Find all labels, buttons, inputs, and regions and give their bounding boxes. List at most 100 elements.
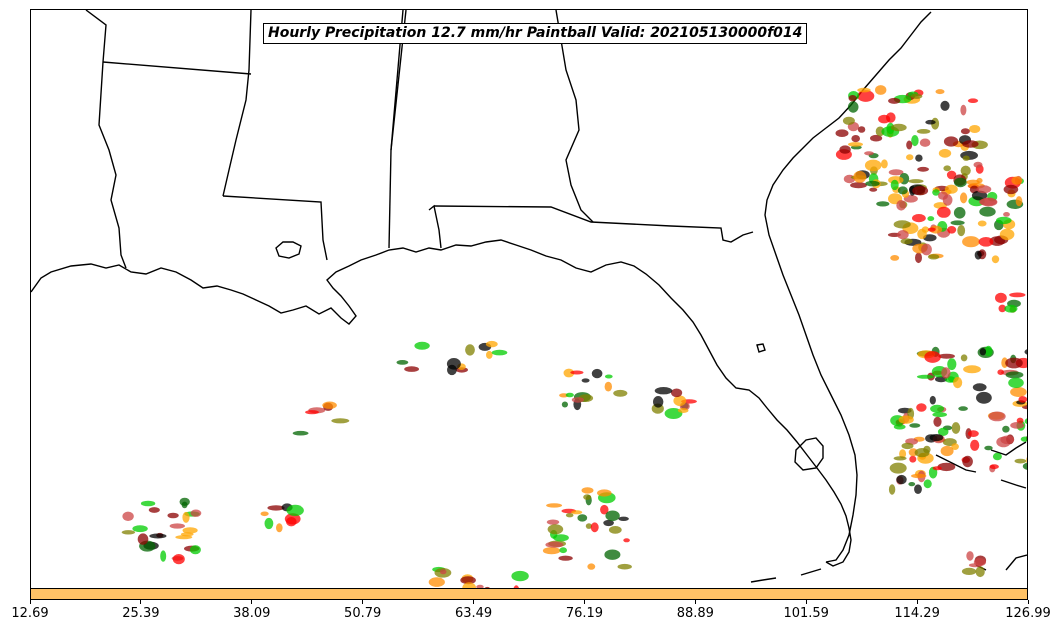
precip-paintball — [331, 418, 350, 424]
precip-paintball — [917, 166, 929, 172]
map-panel: Hourly Precipitation 12.7 mm/hr Paintbal… — [30, 9, 1028, 589]
precip-paintball — [940, 445, 954, 457]
precip-paintball — [491, 349, 508, 356]
precip-paintball — [974, 250, 982, 260]
precip-paintball — [654, 387, 673, 395]
precip-paintball — [1014, 458, 1027, 464]
precip-paintball — [966, 179, 980, 185]
precip-paintball — [908, 179, 924, 184]
precip-paintball — [929, 434, 944, 442]
precip-paintball — [869, 187, 878, 192]
precip-paintball — [839, 145, 851, 154]
precip-paintball — [623, 538, 630, 543]
precip-paintball — [906, 140, 913, 150]
precip-paintball — [864, 159, 882, 172]
state-border — [222, 10, 252, 197]
precip-paintball — [404, 366, 419, 372]
precip-paintball — [857, 87, 871, 93]
precip-paintball — [947, 358, 957, 371]
precip-paintball — [571, 510, 583, 515]
precip-paintball — [850, 182, 867, 189]
precip-paintball — [182, 511, 190, 523]
state-border — [388, 149, 392, 249]
precip-paintball — [553, 534, 569, 542]
precip-paintball — [962, 155, 970, 161]
precip-paintball — [930, 404, 945, 413]
precip-paintball — [1018, 396, 1027, 403]
precip-paintball — [909, 423, 921, 428]
precip-paintball — [896, 200, 907, 211]
island-coast — [935, 441, 1027, 571]
colorbar-tick-label: 101.59 — [783, 606, 829, 621]
colorbar-tick-label: 12.69 — [11, 606, 49, 621]
precip-paintball — [190, 509, 202, 517]
precip-paintball — [970, 439, 980, 451]
precip-paintball — [975, 566, 985, 578]
precip-paintball — [923, 234, 937, 242]
precip-paintball — [587, 563, 596, 570]
precip-paintball — [485, 340, 498, 348]
precip-paintball — [995, 292, 1007, 303]
precip-paintball — [864, 151, 874, 156]
precip-paintball — [916, 374, 934, 379]
precip-paintball — [865, 180, 880, 187]
precip-paintball — [484, 586, 491, 588]
precip-paintball — [848, 95, 857, 102]
precip-paintball — [160, 550, 167, 562]
precip-paintball — [940, 100, 950, 111]
precip-paintball — [968, 563, 982, 568]
precip-paintball — [476, 584, 484, 588]
precip-paintball — [938, 148, 952, 158]
precip-paintball — [960, 165, 971, 176]
precip-paintball — [581, 378, 590, 383]
state-border — [222, 195, 328, 261]
precip-paintball — [999, 228, 1015, 241]
precip-paintball — [989, 464, 999, 470]
precip-paintball — [951, 443, 959, 450]
precip-paintball — [906, 154, 914, 161]
precip-paintball — [972, 383, 987, 392]
precip-paintball — [604, 549, 621, 560]
precip-paintball — [322, 401, 337, 409]
precip-paintball — [976, 391, 992, 404]
precip-paintball — [547, 524, 564, 535]
precip-paintball — [935, 89, 945, 95]
precip-paintball — [460, 576, 476, 585]
colorbar-tick — [805, 600, 807, 604]
small-lake — [756, 343, 766, 353]
precip-paintball — [957, 225, 966, 237]
precip-paintball — [835, 129, 849, 137]
precip-paintball — [559, 547, 567, 554]
state-border — [433, 205, 754, 243]
precip-paintball — [276, 523, 283, 533]
precip-paintball — [938, 191, 948, 200]
precip-paintball — [546, 503, 563, 508]
precip-paintball — [149, 533, 167, 539]
precip-paintball — [465, 344, 475, 356]
coastline — [31, 11, 1027, 583]
precip-paintball — [590, 522, 599, 533]
precip-paintball — [565, 513, 574, 518]
precip-paintball — [996, 216, 1012, 225]
precip-paintball — [973, 161, 983, 168]
colorbar-tick-label: 25.39 — [122, 606, 160, 621]
precip-paintball — [286, 517, 297, 527]
precip-paintball — [961, 567, 977, 576]
precip-paintball — [967, 98, 979, 103]
precip-paintball — [414, 341, 430, 350]
colorbar-tick — [251, 600, 253, 604]
precip-paintball — [912, 214, 926, 223]
precip-paintball — [1024, 349, 1027, 355]
precip-paintball — [962, 236, 980, 248]
precip-paintball — [585, 523, 593, 529]
precip-paintball — [937, 462, 956, 472]
precip-paintball — [900, 238, 913, 245]
precip-paintball — [932, 189, 940, 196]
precip-paintball — [888, 169, 904, 176]
precip-paintball — [967, 430, 979, 437]
precip-paintball — [901, 442, 914, 450]
precip-paintball — [941, 367, 951, 379]
precip-paintball — [132, 525, 148, 533]
precip-paintball — [570, 370, 584, 375]
precip-paintball — [916, 403, 927, 412]
